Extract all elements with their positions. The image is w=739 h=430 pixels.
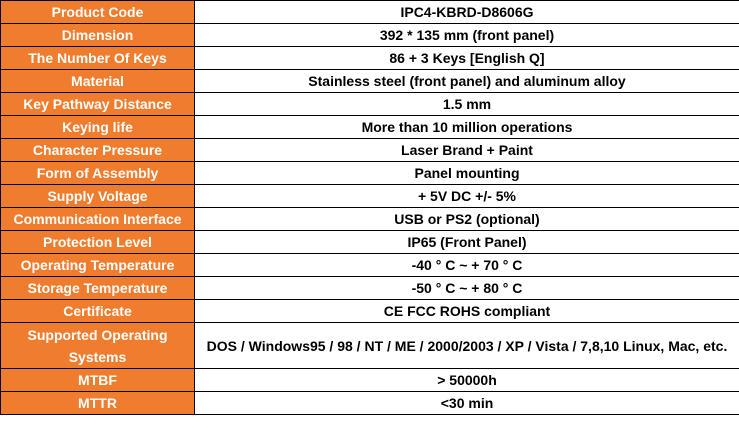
spec-label: Dimension [0, 23, 195, 47]
spec-row-form-of-assembly: Form of Assembly Panel mounting [0, 161, 739, 185]
spec-label: The Number Of Keys [0, 46, 195, 70]
spec-value: Stainless steel (front panel) and alumin… [194, 69, 739, 93]
spec-label: Key Pathway Distance [0, 92, 195, 116]
spec-row-certificate: Certificate CE FCC ROHS compliant [0, 299, 739, 323]
spec-row-keying-life: Keying life More than 10 million operati… [0, 115, 739, 139]
spec-row-mtbf: MTBF > 50000h [0, 368, 739, 392]
spec-label: Character Pressure [0, 138, 195, 162]
spec-row-storage-temperature: Storage Temperature -50 ° C ~ + 80 ° C [0, 276, 739, 300]
spec-label: Storage Temperature [0, 276, 195, 300]
spec-value: More than 10 million operations [194, 115, 739, 139]
spec-value: -50 ° C ~ + 80 ° C [194, 276, 739, 300]
spec-label: Supply Voltage [0, 184, 195, 208]
spec-value: DOS / Windows95 / 98 / NT / ME / 2000/20… [194, 322, 739, 369]
spec-label: Certificate [0, 299, 195, 323]
spec-row-supported-operating-systems: Supported Operating Systems DOS / Window… [0, 322, 739, 369]
spec-row-communication-interface: Communication Interface USB or PS2 (opti… [0, 207, 739, 231]
spec-value: 86 + 3 Keys [English Q] [194, 46, 739, 70]
spec-row-character-pressure: Character Pressure Laser Brand + Paint [0, 138, 739, 162]
spec-value: IPC4-KBRD-D8606G [194, 0, 739, 24]
spec-label: MTTR [0, 391, 195, 415]
spec-row-supply-voltage: Supply Voltage + 5V DC +/- 5% [0, 184, 739, 208]
spec-row-number-of-keys: The Number Of Keys 86 + 3 Keys [English … [0, 46, 739, 70]
spec-value: Laser Brand + Paint [194, 138, 739, 162]
spec-value: CE FCC ROHS compliant [194, 299, 739, 323]
spec-value: + 5V DC +/- 5% [194, 184, 739, 208]
spec-row-product-code: Product Code IPC4-KBRD-D8606G [0, 0, 739, 24]
spec-label: Keying life [0, 115, 195, 139]
spec-value: USB or PS2 (optional) [194, 207, 739, 231]
spec-label: Communication Interface [0, 207, 195, 231]
spec-label: Operating Temperature [0, 253, 195, 277]
spec-value: 1.5 mm [194, 92, 739, 116]
spec-label: Product Code [0, 0, 195, 24]
spec-table: Product Code IPC4-KBRD-D8606G Dimension … [0, 0, 739, 415]
spec-label: Form of Assembly [0, 161, 195, 185]
spec-label: MTBF [0, 368, 195, 392]
spec-row-protection-level: Protection Level IP65 (Front Panel) [0, 230, 739, 254]
spec-value: <30 min [194, 391, 739, 415]
spec-value: -40 ° C ~ + 70 ° C [194, 253, 739, 277]
spec-row-material: Material Stainless steel (front panel) a… [0, 69, 739, 93]
spec-value: IP65 (Front Panel) [194, 230, 739, 254]
spec-value: Panel mounting [194, 161, 739, 185]
spec-value: 392 * 135 mm (front panel) [194, 23, 739, 47]
spec-label: Material [0, 69, 195, 93]
spec-row-operating-temperature: Operating Temperature -40 ° C ~ + 70 ° C [0, 253, 739, 277]
spec-label: Supported Operating Systems [0, 322, 195, 369]
spec-row-dimension: Dimension 392 * 135 mm (front panel) [0, 23, 739, 47]
spec-label: Protection Level [0, 230, 195, 254]
spec-row-key-pathway-distance: Key Pathway Distance 1.5 mm [0, 92, 739, 116]
spec-value: > 50000h [194, 368, 739, 392]
spec-row-mttr: MTTR <30 min [0, 391, 739, 415]
